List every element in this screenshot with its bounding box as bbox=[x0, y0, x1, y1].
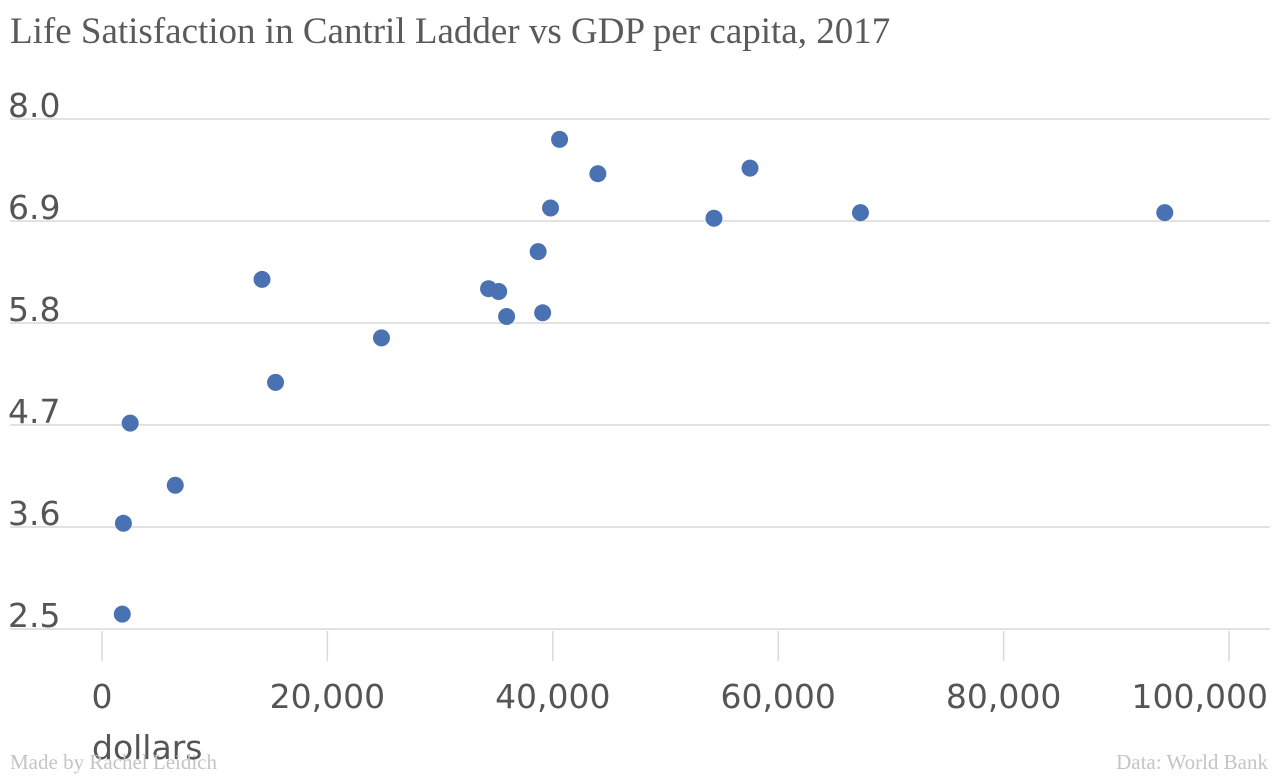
x-tick-label: 40,000 bbox=[495, 677, 610, 716]
data-point bbox=[498, 308, 516, 326]
x-tick-labels: 0 20,000 40,000 60,000 80,000 100,000 bbox=[92, 677, 1269, 716]
x-axis bbox=[101, 631, 1230, 661]
x-tick-label: 60,000 bbox=[720, 677, 835, 716]
y-grid bbox=[10, 118, 1270, 630]
chart-title: Life Satisfaction in Cantril Ladder vs G… bbox=[10, 11, 891, 52]
data-point bbox=[589, 165, 607, 183]
data-point bbox=[113, 605, 131, 623]
data-point bbox=[490, 282, 508, 300]
data-points bbox=[113, 130, 1174, 623]
y-tick-labels: 2.5 3.6 4.7 5.8 6.9 8.0 bbox=[8, 86, 60, 635]
data-point bbox=[529, 243, 547, 261]
data-point bbox=[267, 373, 285, 391]
x-axis-label: dollars bbox=[92, 728, 202, 767]
y-tick-label: 3.6 bbox=[8, 494, 60, 533]
y-tick-label: 4.7 bbox=[8, 392, 60, 431]
data-point bbox=[534, 304, 552, 322]
data-point bbox=[1156, 204, 1174, 222]
source-text: Data: World Bank bbox=[1116, 750, 1268, 774]
data-point bbox=[253, 270, 271, 288]
x-tick-label: 100,000 bbox=[1132, 677, 1268, 716]
data-point bbox=[741, 159, 759, 177]
data-point bbox=[705, 209, 723, 227]
data-point bbox=[121, 414, 139, 432]
x-tick-label: 80,000 bbox=[946, 677, 1061, 716]
y-tick-label: 6.9 bbox=[8, 188, 60, 227]
data-point bbox=[542, 199, 560, 217]
data-point bbox=[166, 476, 184, 494]
y-tick-label: 5.8 bbox=[8, 290, 60, 329]
y-tick-label: 2.5 bbox=[8, 596, 60, 635]
x-tick-label: 0 bbox=[92, 677, 113, 716]
x-tick-label: 20,000 bbox=[270, 677, 385, 716]
data-point bbox=[372, 329, 390, 347]
credit-text: Made by Rachel Leidich bbox=[10, 750, 218, 774]
data-point bbox=[114, 514, 132, 532]
data-point bbox=[551, 130, 569, 148]
data-point bbox=[851, 204, 869, 222]
y-tick-label: 8.0 bbox=[8, 86, 60, 125]
